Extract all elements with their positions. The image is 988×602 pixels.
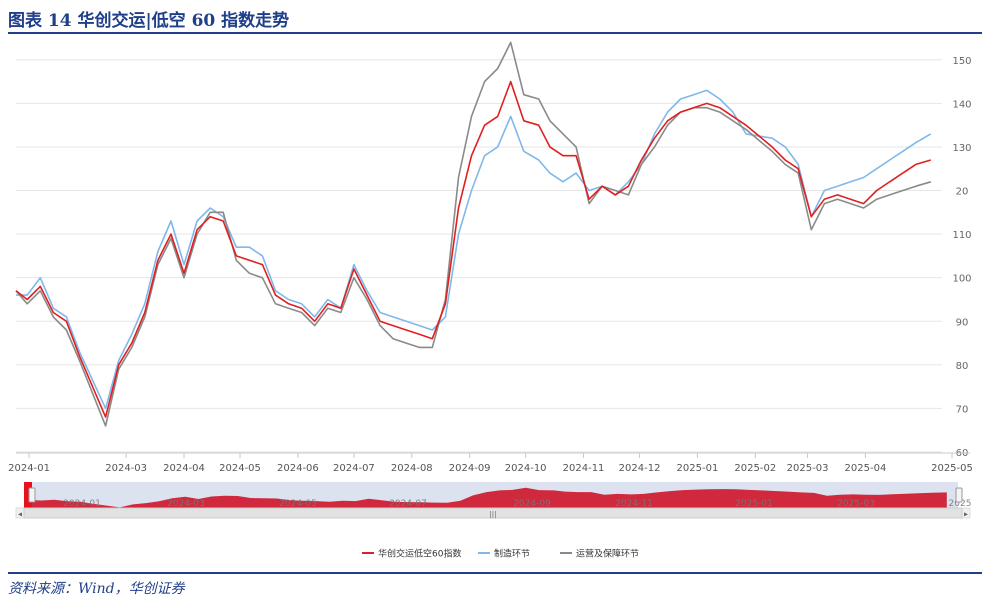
x-tick-label: 2024-06	[277, 463, 319, 474]
y-tick-label: 90	[956, 317, 969, 328]
scrollbar[interactable]: ◂ ▸ |||	[15, 507, 971, 519]
y-tick-label: 70	[956, 404, 969, 415]
y-tick-label: 140	[952, 99, 971, 110]
navigator-labels: 2024-01 2024-03 2024-05 2024-07 2024-09 2024-…	[63, 499, 971, 509]
legend: 华创交运低空60指数 制造环节 运营及保障环节	[362, 548, 639, 560]
scrollbar-grip[interactable]: |||	[489, 511, 496, 519]
navigator-label: 2025-01	[735, 499, 773, 509]
x-tick-label: 2024-10	[505, 463, 547, 474]
navigator-label: 2024-05	[279, 499, 317, 509]
x-tick-label: 2025-02	[734, 463, 776, 474]
x-tick-label: 2024-09	[449, 463, 491, 474]
y-tick-label: 150	[952, 56, 971, 67]
figure-title: 图表 14 华创交运|低空 60 指数走势	[8, 11, 290, 31]
navigator-label: 2024-07	[389, 499, 427, 509]
scrollbar-thumb[interactable]	[23, 507, 963, 519]
x-tick-label: 2024-08	[391, 463, 433, 474]
y-tick-label: 130	[952, 143, 971, 154]
source-rule	[8, 572, 982, 574]
navigator-left-edge	[24, 482, 32, 512]
x-tick-label: 2024-12	[619, 463, 661, 474]
title-rule	[8, 32, 982, 34]
x-tick-label: 2025-05	[931, 463, 973, 474]
series-line-2	[15, 41, 932, 427]
navigator-left-handle[interactable]	[28, 487, 36, 503]
navigator-label: 2024-01	[63, 499, 101, 509]
navigator-label: 2024-03	[167, 499, 205, 509]
navigator-label: 2025	[949, 499, 972, 509]
navigator-label: 2025-03	[837, 499, 875, 509]
x-tick-label: 2024-03	[105, 463, 147, 474]
legend-label: 运营及保障环节	[576, 548, 639, 560]
x-tick-label: 2024-07	[333, 463, 375, 474]
y-tick-label: 100	[952, 274, 971, 285]
source-note: 资料来源：Wind，华创证券	[8, 581, 185, 597]
y-tick-label: 20	[956, 187, 969, 198]
x-tick-label: 2024-01	[8, 463, 50, 474]
navigator-area	[30, 487, 947, 512]
series-line-1	[16, 89, 932, 410]
x-tick-label: 2024-05	[219, 463, 261, 474]
navigator-label: 2024-11	[615, 499, 653, 509]
x-axis: 2024-01 2024-03 2024-04 2024-05 2024-06 2024-…	[8, 452, 973, 474]
navigator-right-handle[interactable]	[955, 487, 963, 503]
y-tick-label: 110	[952, 230, 971, 241]
range-navigator[interactable]: 2024-01 2024-03 2024-05 2024-07 2024-09 2024-…	[24, 482, 971, 512]
x-tick-label: 2024-11	[563, 463, 605, 474]
x-tick-label: 2025-01	[677, 463, 719, 474]
series-line-0	[15, 80, 932, 418]
legend-label: 华创交运低空60指数	[378, 548, 461, 560]
x-tick-label: 2024-04	[163, 463, 205, 474]
legend-label: 制造环节	[494, 548, 530, 560]
x-tick-label: 2025-04	[845, 463, 887, 474]
scrollbar-left-arrow[interactable]: ◂	[18, 510, 22, 519]
scrollbar-right-arrow[interactable]: ▸	[964, 510, 968, 519]
grid	[16, 59, 942, 453]
y-tick-label: 80	[956, 361, 969, 372]
navigator-label: 2024-09	[513, 499, 551, 509]
series-lines	[15, 41, 932, 427]
x-tick-label: 2025-03	[787, 463, 829, 474]
